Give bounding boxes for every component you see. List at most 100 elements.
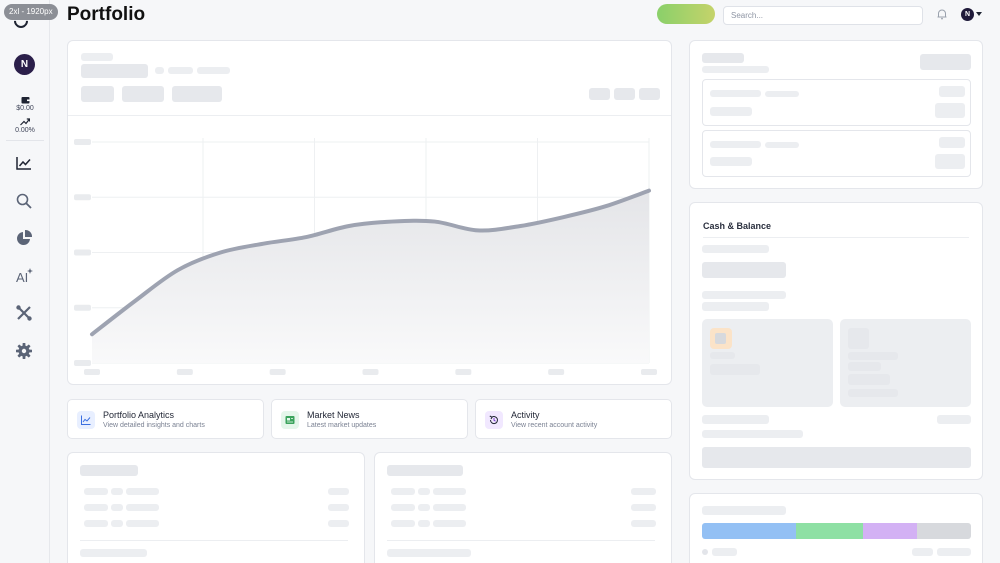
quick-link-activity[interactable]: Activity View recent account activity <box>475 399 672 439</box>
skeleton <box>328 520 349 527</box>
nav-tools[interactable] <box>15 304 33 322</box>
account-row[interactable] <box>702 79 971 126</box>
divider <box>387 540 655 541</box>
sidebar-avatar[interactable]: N <box>14 54 35 75</box>
y-tick-label <box>74 139 91 145</box>
divider <box>703 237 969 238</box>
skeleton <box>848 352 898 360</box>
search-icon <box>16 193 32 209</box>
skeleton <box>848 328 869 349</box>
skeleton <box>631 488 656 495</box>
skeleton <box>84 504 108 511</box>
quick-link-subtitle: View recent account activity <box>511 422 598 429</box>
x-tick-label <box>455 369 472 375</box>
skeleton <box>391 520 415 527</box>
range-button[interactable] <box>639 88 660 100</box>
chart-area <box>92 190 649 363</box>
skeleton <box>387 549 471 557</box>
quick-link-title: Activity <box>511 410 540 420</box>
skeleton <box>939 86 965 97</box>
skeleton <box>126 488 159 495</box>
allocation-segment[interactable] <box>863 523 918 539</box>
x-tick-label <box>84 369 100 375</box>
skeleton <box>418 504 430 511</box>
wallet-icon <box>710 328 732 349</box>
upgrade-button[interactable] <box>657 4 715 24</box>
nav-settings[interactable] <box>15 342 33 360</box>
settings-icon <box>16 343 32 359</box>
nav-analytics[interactable] <box>15 154 33 172</box>
history-icon <box>485 411 503 429</box>
skeleton <box>848 389 898 397</box>
skeleton <box>702 506 786 515</box>
allocation-segment[interactable] <box>702 523 797 539</box>
allocation-segment[interactable] <box>796 523 864 539</box>
skeleton <box>126 504 159 511</box>
y-tick-label <box>74 360 91 366</box>
cash-value: $0.00 <box>16 105 34 112</box>
skeleton <box>937 415 971 424</box>
quick-link-subtitle: View detailed insights and charts <box>103 422 205 429</box>
skeleton-button <box>920 54 971 70</box>
allocation-bar[interactable] <box>702 523 971 539</box>
quick-link-news[interactable]: Market News Latest market updates <box>271 399 468 439</box>
skeleton <box>710 90 761 97</box>
account-row[interactable] <box>702 130 971 177</box>
holdings-card <box>67 452 365 563</box>
page-title: Portfolio <box>67 4 146 25</box>
change-stat: 0.00% <box>0 118 50 134</box>
skeleton <box>631 504 656 511</box>
skeleton <box>702 415 769 424</box>
bell-icon[interactable] <box>936 8 948 20</box>
sidebar-divider <box>6 140 44 141</box>
nav-search[interactable] <box>15 192 33 210</box>
skeleton <box>848 374 890 385</box>
skeleton <box>80 549 147 557</box>
balance-tile[interactable] <box>840 319 971 407</box>
skeleton <box>433 520 466 527</box>
skeleton <box>912 548 933 556</box>
news-icon <box>281 411 299 429</box>
skeleton <box>631 520 656 527</box>
pie-chart-icon <box>17 229 33 245</box>
allocation-segment[interactable] <box>917 523 971 539</box>
balance-tile[interactable] <box>702 319 833 407</box>
svg-text:AI: AI <box>16 270 28 285</box>
range-button[interactable] <box>589 88 610 100</box>
nav-ai[interactable]: AI <box>15 267 33 285</box>
skeleton <box>418 520 430 527</box>
x-tick-label <box>176 369 193 375</box>
skeleton <box>328 504 349 511</box>
skeleton-button <box>122 86 164 102</box>
chart-line[interactable] <box>90 188 651 337</box>
skeleton <box>702 53 744 63</box>
skeleton <box>168 67 193 74</box>
watchlist-card <box>374 452 672 563</box>
nav-allocation[interactable] <box>15 229 33 247</box>
skeleton <box>710 364 760 375</box>
wallet-icon <box>21 97 29 104</box>
user-avatar[interactable]: N <box>961 8 974 21</box>
quick-link-title: Portfolio Analytics <box>103 410 175 420</box>
skeleton <box>197 67 230 74</box>
range-button[interactable] <box>614 88 635 100</box>
skeleton <box>111 504 123 511</box>
search-input[interactable] <box>723 6 923 25</box>
breakpoint-badge: 2xl - 1920px <box>4 4 58 20</box>
trend-up-icon <box>20 118 30 126</box>
skeleton <box>433 488 466 495</box>
skeleton <box>848 362 881 371</box>
skeleton <box>710 157 752 166</box>
quick-link-title: Market News <box>307 410 360 420</box>
skeleton <box>387 465 463 476</box>
chevron-down-icon[interactable] <box>976 12 982 16</box>
quick-link-analytics[interactable]: Portfolio Analytics View detailed insigh… <box>67 399 264 439</box>
skeleton-button[interactable] <box>702 447 971 468</box>
ai-icon: AI <box>16 268 33 285</box>
divider <box>80 540 348 541</box>
skeleton <box>81 53 113 61</box>
skeleton <box>111 488 123 495</box>
skeleton <box>710 352 735 359</box>
skeleton <box>418 488 430 495</box>
skeleton <box>84 488 108 495</box>
